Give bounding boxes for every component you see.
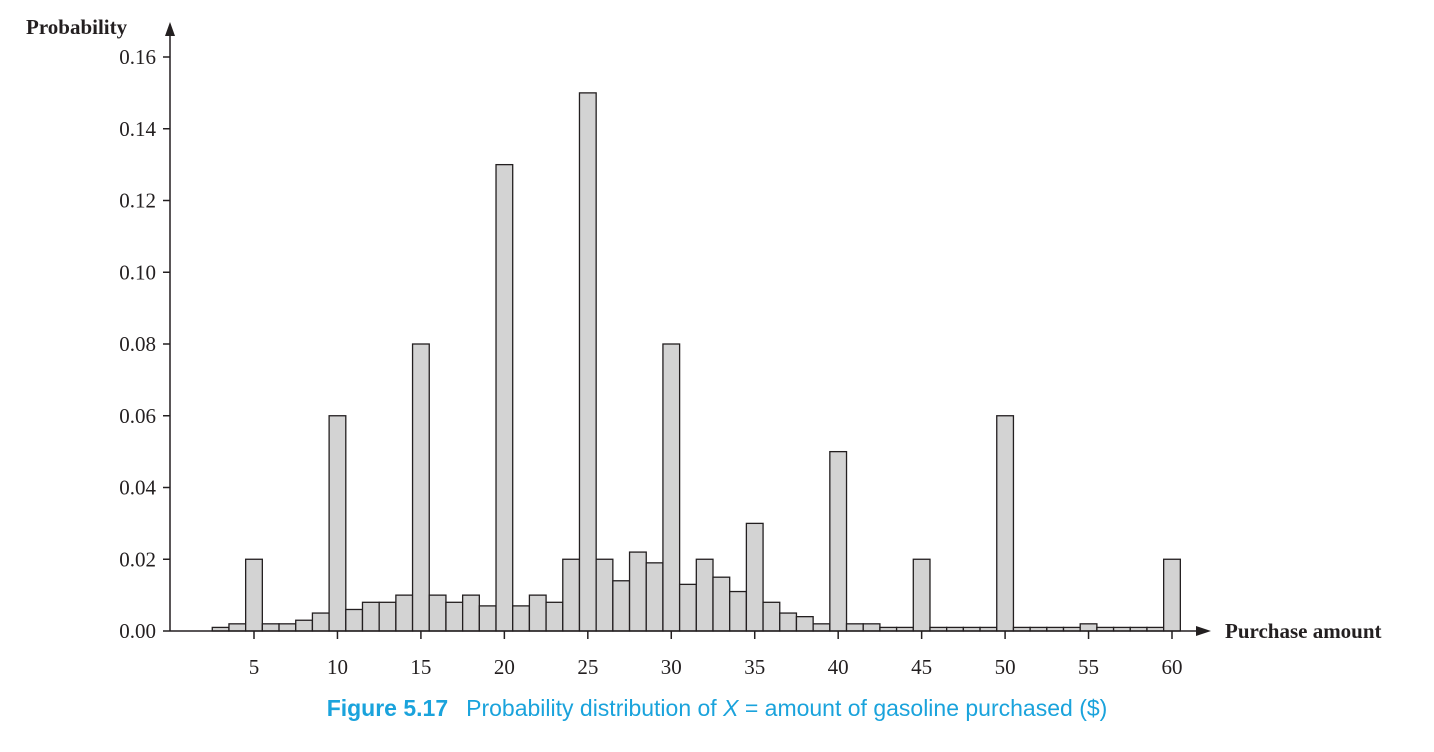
x-tick-label: 20 — [494, 655, 515, 679]
x-tick-label: 50 — [995, 655, 1016, 679]
bars-group — [211, 92, 1181, 632]
x-tick-label: 45 — [911, 655, 932, 679]
x-axis-arrowhead — [1196, 626, 1211, 636]
bar-10 — [328, 415, 347, 632]
bar-19 — [478, 605, 497, 632]
bar-34 — [729, 590, 748, 632]
bar-60 — [1163, 558, 1181, 632]
bar-21 — [512, 605, 531, 632]
bar-5 — [244, 558, 263, 632]
bar-13 — [378, 601, 397, 632]
bar-35 — [745, 522, 764, 632]
bar-45 — [912, 558, 931, 632]
bar-29 — [645, 562, 664, 632]
bar-38 — [795, 616, 814, 632]
caption-variable: X — [723, 695, 739, 721]
x-tick-label: 40 — [828, 655, 849, 679]
x-tick-label: 35 — [744, 655, 765, 679]
x-tick-label: 60 — [1162, 655, 1183, 679]
x-tick-label: 15 — [410, 655, 431, 679]
x-axis: 5 10 15 20 25 30 35 40 45 50 55 60 — [170, 626, 1211, 679]
x-tick-label: 5 — [249, 655, 260, 679]
bar-37 — [779, 612, 798, 632]
bar-50 — [996, 415, 1015, 632]
bar-32 — [695, 558, 714, 632]
x-tick-label: 55 — [1078, 655, 1099, 679]
bar-14 — [395, 594, 414, 632]
bar-25 — [578, 92, 597, 632]
bar-9 — [311, 612, 330, 632]
caption-text-before: Probability distribution of — [466, 695, 724, 721]
bar-27 — [612, 580, 631, 632]
y-tick-label: 0.14 — [119, 117, 156, 141]
bar-41 — [845, 623, 864, 632]
bar-18 — [461, 594, 480, 632]
x-axis-title: Purchase amount — [1225, 619, 1382, 643]
bar-11 — [345, 608, 364, 632]
figure-caption: Figure 5.17 Probability distribution of X… — [0, 695, 1434, 722]
y-tick-label: 0.10 — [119, 260, 156, 284]
y-axis: 0.00 0.02 0.04 0.06 0.08 0.10 0.12 0.14 0.16 — [119, 22, 175, 643]
y-tick-label: 0.02 — [119, 547, 156, 571]
bar-23 — [545, 601, 564, 632]
chart: 0.00 0.02 0.04 0.06 0.08 0.10 0.12 0.14 0.16 5 10… — [26, 15, 1382, 679]
y-tick-label: 0.12 — [119, 189, 156, 213]
bar-20 — [495, 163, 514, 632]
y-axis-title: Probability — [26, 15, 128, 39]
bar-24 — [562, 558, 581, 632]
x-tick-label: 25 — [577, 655, 598, 679]
bar-39 — [812, 623, 831, 632]
y-tick-label: 0.04 — [119, 476, 156, 500]
bar-28 — [628, 551, 647, 632]
y-tick-label: 0.16 — [119, 45, 156, 69]
bar-17 — [445, 601, 464, 632]
bar-12 — [361, 601, 380, 632]
x-tick-label: 10 — [327, 655, 348, 679]
bar-8 — [295, 619, 314, 632]
bar-22 — [528, 594, 547, 632]
bar-4 — [228, 623, 247, 632]
caption-figure-label: Figure 5.17 — [326, 695, 449, 721]
x-tick-label: 30 — [661, 655, 682, 679]
caption-text-after: = amount of gasoline purchased ($) — [738, 695, 1108, 721]
bar-15 — [411, 343, 430, 632]
bar-6 — [261, 623, 280, 632]
bar-40 — [829, 450, 848, 632]
bar-55 — [1079, 623, 1098, 632]
y-tick-label: 0.00 — [119, 619, 156, 643]
bar-31 — [678, 583, 697, 632]
bar-42 — [862, 623, 881, 632]
y-axis-arrowhead — [165, 22, 175, 36]
bar-36 — [762, 601, 781, 632]
bar-30 — [662, 343, 681, 632]
y-tick-label: 0.08 — [119, 332, 156, 356]
bar-26 — [595, 558, 614, 632]
y-tick-label: 0.06 — [119, 404, 156, 428]
bar-16 — [428, 594, 447, 632]
bar-33 — [712, 576, 731, 632]
bar-7 — [278, 623, 297, 632]
